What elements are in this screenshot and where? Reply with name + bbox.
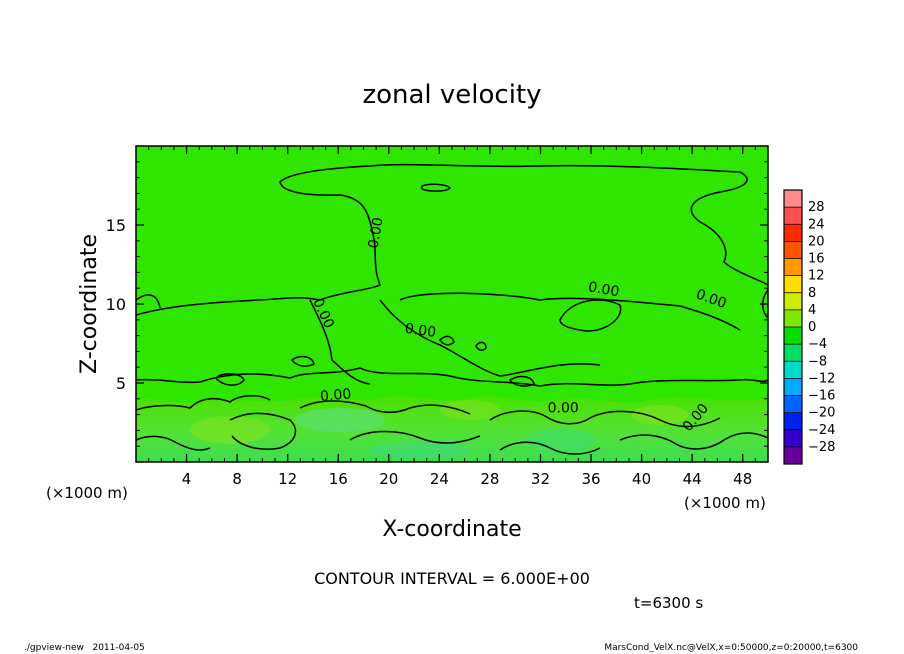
colorbar-level: 4: [808, 303, 816, 318]
x-tick-label: 40: [632, 470, 651, 488]
footer-right: MarsCond_VelX.nc@VelX,x=0:50000,z=0:2000…: [604, 643, 858, 653]
colorbar-level: 24: [808, 217, 825, 232]
x-tick-label: 36: [581, 470, 600, 488]
contour-interval: CONTOUR INTERVAL = 6.000E+00: [314, 569, 590, 588]
colorbar-swatch: [784, 395, 802, 414]
colorbar-level: −20: [808, 406, 835, 421]
colorbar-swatch: [784, 190, 802, 208]
colorbar-level: −28: [808, 440, 835, 455]
contour-label: 0.00: [404, 321, 437, 341]
colorbar-swatch: [784, 224, 802, 242]
contour-label: 0.00: [587, 279, 620, 300]
x-tick-label: 32: [531, 470, 550, 488]
colorbar-swatch: [784, 241, 802, 259]
x-tick-label: 28: [480, 470, 499, 488]
x-tick-label: 12: [278, 470, 297, 488]
x-tick-label: 24: [430, 470, 449, 488]
y-tick-label: 10: [106, 295, 126, 314]
time-label: t=6300 s: [634, 594, 703, 612]
contour-label: 0.00: [548, 400, 579, 416]
y-axis-title: Z-coordinate: [77, 234, 102, 374]
colorbar-level: −8: [808, 354, 827, 369]
colorbar-swatch: [784, 258, 802, 277]
colorbar: 28 24 20 16 12 8 4 0 −4 −8 −12 −16 −20 −24 −28: [783, 189, 835, 465]
colorbar-level: 8: [808, 286, 816, 301]
colorbar-swatch: [784, 327, 802, 345]
colorbar-level: 0: [808, 320, 816, 335]
x-unit-left: (×1000 m): [46, 484, 128, 502]
colorbar-swatch: [784, 344, 802, 362]
colorbar-level: 12: [808, 269, 825, 284]
colorbar-swatch: [784, 292, 802, 311]
y-tick-label: 5: [116, 374, 126, 393]
colorbar-swatch: [784, 309, 802, 328]
colorbar-swatch: [784, 275, 802, 294]
x-unit-right: (×1000 m): [684, 494, 766, 512]
y-tick-label: 15: [106, 216, 126, 235]
colorbar-swatch: [784, 429, 802, 448]
contour-label: 0.00: [366, 216, 387, 249]
x-tick-label: 4: [182, 470, 192, 488]
x-axis-title: X-coordinate: [382, 517, 521, 542]
x-tick-label: 48: [733, 470, 752, 488]
colorbar-level: −24: [808, 423, 835, 438]
contour-label: 0.00: [319, 386, 351, 405]
chart-title: zonal velocity: [362, 80, 541, 110]
colorbar-level: 20: [808, 234, 825, 249]
colorbar-swatch: [784, 378, 802, 396]
colorbar-swatch: [784, 446, 802, 465]
colorbar-level: −12: [808, 371, 835, 386]
contour-lines: [136, 163, 768, 455]
x-axis: 4 8 12 16 20 24 28 32 36 40 44 48: [148, 146, 756, 488]
colorbar-swatch: [784, 361, 802, 379]
colorbar-swatch: [784, 412, 802, 431]
y-axis: 5 10 15: [106, 161, 768, 447]
colorbar-level: −16: [808, 389, 835, 404]
footer-left: ./gpview-new 2011-04-05: [24, 643, 145, 653]
x-tick-label: 20: [379, 470, 398, 488]
colorbar-level: 16: [808, 252, 825, 267]
colorbar-level: 28: [808, 200, 825, 215]
colorbar-level: −4: [808, 337, 827, 352]
x-tick-label: 44: [683, 470, 702, 488]
colorbar-swatch: [784, 207, 802, 225]
field-shading: [136, 396, 768, 462]
x-tick-label: 8: [232, 470, 242, 488]
x-tick-label: 16: [329, 470, 348, 488]
